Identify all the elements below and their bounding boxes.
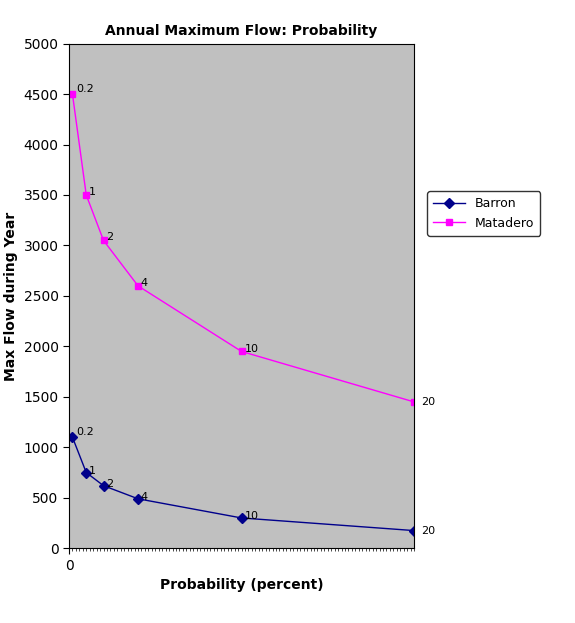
- Barron: [83, 468, 90, 476]
- Text: 4: 4: [141, 492, 148, 502]
- Matadero: [100, 237, 107, 244]
- Barron: [238, 514, 245, 521]
- Matadero: [135, 282, 141, 290]
- Barron: [100, 482, 107, 490]
- Text: 2: 2: [106, 478, 113, 488]
- Matadero: [238, 348, 245, 355]
- Text: 20: 20: [421, 397, 435, 407]
- Matadero: [83, 191, 90, 199]
- Matadero: [411, 398, 417, 406]
- Barron: [69, 434, 76, 441]
- Text: 0.2: 0.2: [76, 84, 94, 94]
- X-axis label: Probability (percent): Probability (percent): [160, 578, 323, 592]
- Barron: [135, 495, 141, 503]
- Text: 1: 1: [89, 465, 96, 475]
- Text: 20: 20: [421, 526, 435, 536]
- Title: Annual Maximum Flow: Probability: Annual Maximum Flow: Probability: [105, 24, 378, 38]
- Text: 1: 1: [89, 187, 96, 197]
- Text: 10: 10: [245, 511, 259, 521]
- Matadero: [69, 90, 76, 98]
- Y-axis label: Max Flow during Year: Max Flow during Year: [4, 211, 18, 381]
- Text: 2: 2: [106, 232, 113, 242]
- Line: Barron: Barron: [69, 434, 417, 534]
- Line: Matadero: Matadero: [69, 90, 417, 406]
- Barron: [411, 527, 417, 535]
- Legend: Barron, Matadero: Barron, Matadero: [427, 191, 540, 236]
- Text: 4: 4: [141, 278, 148, 288]
- Text: 0.2: 0.2: [76, 427, 94, 437]
- Text: 10: 10: [245, 345, 259, 354]
